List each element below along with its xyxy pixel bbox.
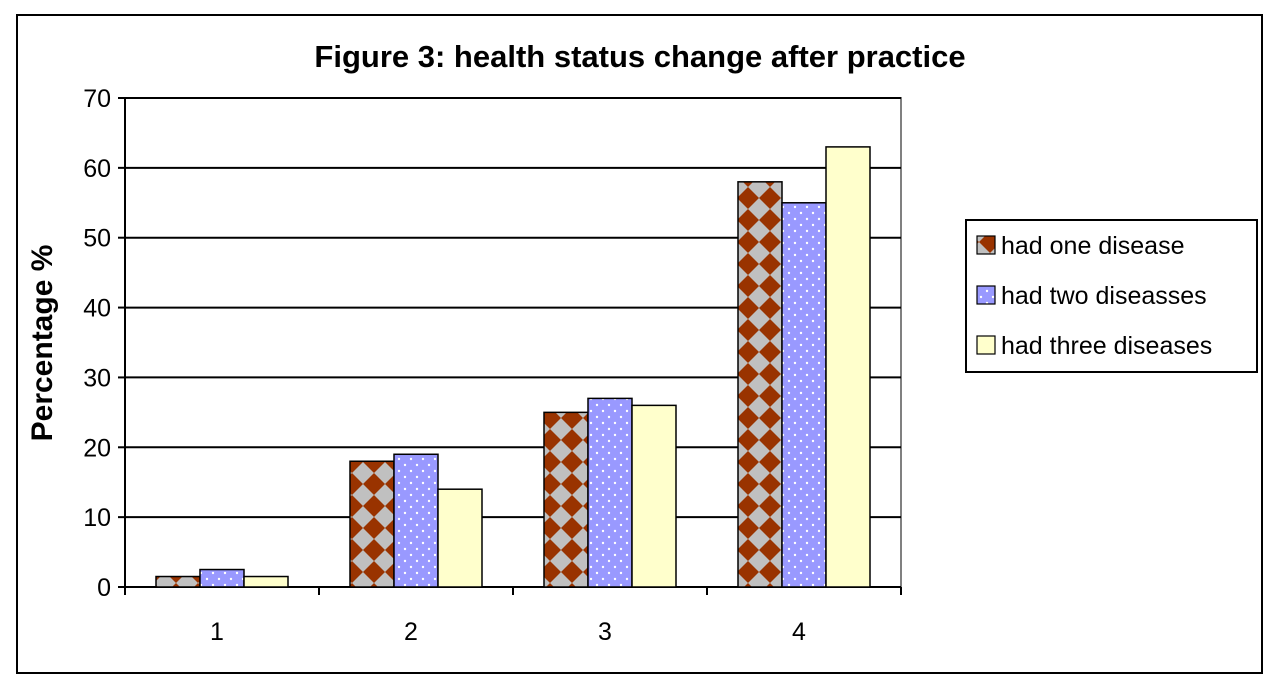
bar: [437, 488, 483, 588]
legend: had one disease had two diseasses had thre…: [965, 219, 1258, 373]
bar: [631, 404, 677, 588]
legend-swatch: [976, 285, 996, 305]
x-tick-label: 3: [598, 618, 612, 646]
legend-label: had two diseasses: [1001, 282, 1207, 310]
bar: [155, 575, 201, 588]
y-tick-label: 70: [83, 85, 111, 113]
legend-label: had three diseases: [1001, 332, 1212, 360]
bar: [587, 397, 633, 588]
y-tick-label: 60: [83, 155, 111, 183]
legend-swatch: [976, 335, 996, 355]
legend-label: had one disease: [1001, 232, 1184, 260]
bar: [825, 146, 871, 588]
legend-box: [965, 219, 1258, 373]
y-tick-label: 30: [83, 364, 111, 392]
bar: [543, 411, 589, 588]
legend-swatch: [976, 235, 996, 255]
y-axis-label: Percentage %: [26, 245, 59, 442]
x-tick-label: 2: [404, 618, 418, 646]
bar-series: [155, 146, 871, 588]
y-tick-label: 50: [83, 225, 111, 253]
y-tick-label: 0: [97, 574, 111, 602]
x-axis-ticks: 1 2 3 4: [124, 587, 902, 646]
y-tick-label: 40: [83, 295, 111, 323]
chart-title: Figure 3: health status change after pra…: [314, 39, 965, 74]
bar: [243, 575, 289, 588]
bar: [199, 568, 245, 588]
y-tick-label: 10: [83, 504, 111, 532]
x-tick-label: 1: [210, 618, 224, 646]
bar: [393, 453, 439, 588]
y-axis-ticks: 0 10 20 30 40 50 60 70: [83, 85, 125, 602]
bar: [781, 202, 827, 588]
bar: [349, 460, 395, 588]
bar: [737, 181, 783, 588]
x-tick-label: 4: [792, 618, 806, 646]
y-tick-label: 20: [83, 434, 111, 462]
